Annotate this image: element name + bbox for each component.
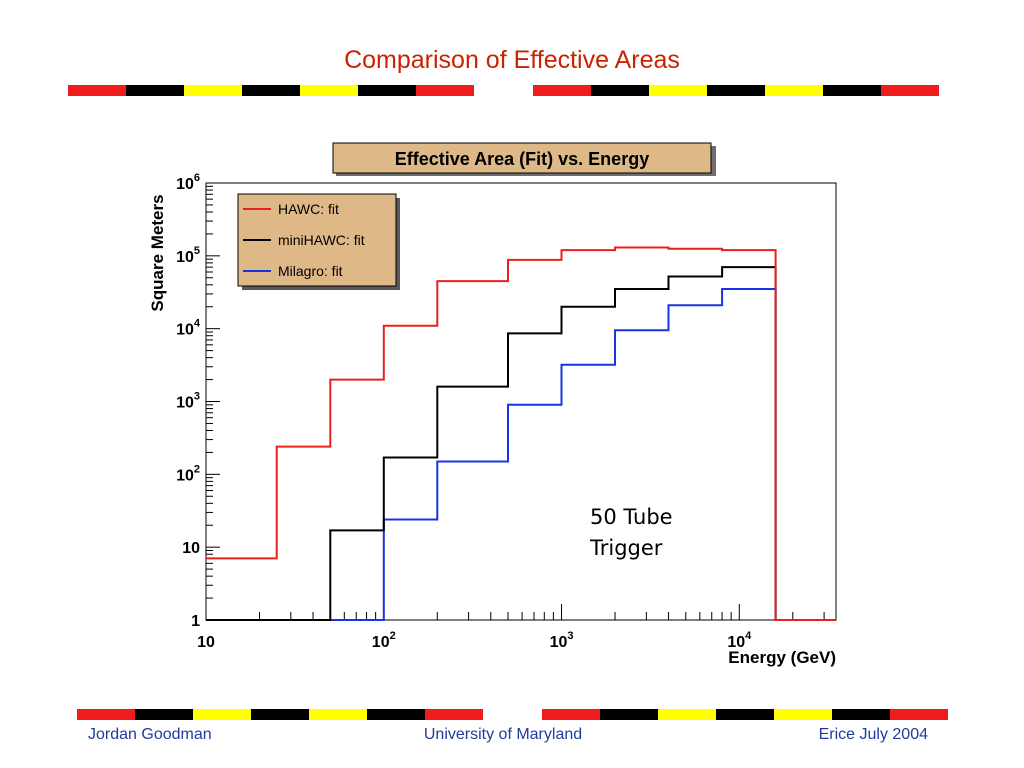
x-tick-label: 102 — [372, 630, 396, 651]
x-axis: 10 102 103 104 — [197, 604, 825, 651]
band-segment — [126, 85, 185, 96]
band-segment — [657, 709, 716, 720]
band-segment — [532, 85, 591, 96]
series-layer — [206, 246, 836, 621]
y-axis-label: Square Meters — [148, 194, 167, 311]
footer-event: Erice July 2004 — [818, 726, 928, 743]
y-tick-label: 106 — [176, 172, 200, 193]
plot-title: Effective Area (Fit) vs. Energy — [395, 149, 649, 169]
band-segment — [300, 85, 359, 96]
band-segment — [889, 709, 948, 720]
footer-author: Jordan Goodman — [88, 726, 212, 743]
x-axis-label: Energy (GeV) — [728, 648, 836, 667]
band-segment — [590, 85, 649, 96]
footer-institution: University of Maryland — [423, 726, 583, 743]
plot-title-box: Effective Area (Fit) vs. Energy — [332, 142, 716, 176]
band-segment — [764, 85, 823, 96]
band-segment — [541, 709, 600, 720]
y-tick-label: 1 — [191, 613, 200, 630]
band-segment — [358, 85, 417, 96]
y-tick-label: 10 — [182, 540, 200, 557]
band-segment — [193, 709, 252, 720]
series-line-minihawc-fit — [206, 266, 836, 621]
band-segment — [599, 709, 658, 720]
band-segment — [706, 85, 765, 96]
band-segment — [715, 709, 774, 720]
series-line-milagro-fit — [206, 288, 836, 621]
band-segment — [880, 85, 939, 96]
x-tick-label: 10 — [197, 634, 215, 651]
y-tick-label: 105 — [176, 245, 200, 266]
y-tick-label: 103 — [176, 391, 200, 412]
y-tick-label: 104 — [176, 318, 201, 339]
band-segment — [416, 85, 475, 96]
legend-label: miniHAWC: fit — [278, 232, 365, 248]
band-segment — [77, 709, 136, 720]
band-segment — [309, 709, 368, 720]
band-segment — [242, 85, 301, 96]
legend-label: Milagro: fit — [278, 263, 343, 279]
annotation-text: 50 Tube Trigger — [589, 505, 673, 560]
series-line-hawc-fit — [206, 246, 836, 621]
band-segment — [251, 709, 310, 720]
x-tick-label: 103 — [550, 630, 574, 651]
band-segment — [773, 709, 832, 720]
bottom-color-band — [77, 709, 948, 720]
band-segment — [831, 709, 890, 720]
slide-title: Comparison of Effective Areas — [344, 46, 680, 74]
band-segment — [135, 709, 194, 720]
band-segment — [68, 85, 127, 96]
band-segment — [483, 709, 542, 720]
band-segment — [367, 709, 426, 720]
band-segment — [474, 85, 533, 96]
top-color-band — [68, 85, 939, 96]
band-segment — [425, 709, 484, 720]
band-segment — [648, 85, 707, 96]
legend: HAWC: fit miniHAWC: fit Milagro: fit — [237, 193, 400, 290]
legend-label: HAWC: fit — [278, 201, 339, 217]
y-tick-label: 102 — [176, 463, 200, 484]
band-segment — [184, 85, 243, 96]
band-segment — [822, 85, 881, 96]
y-axis: 1 10 102 103 104 105 106 — [176, 172, 220, 630]
